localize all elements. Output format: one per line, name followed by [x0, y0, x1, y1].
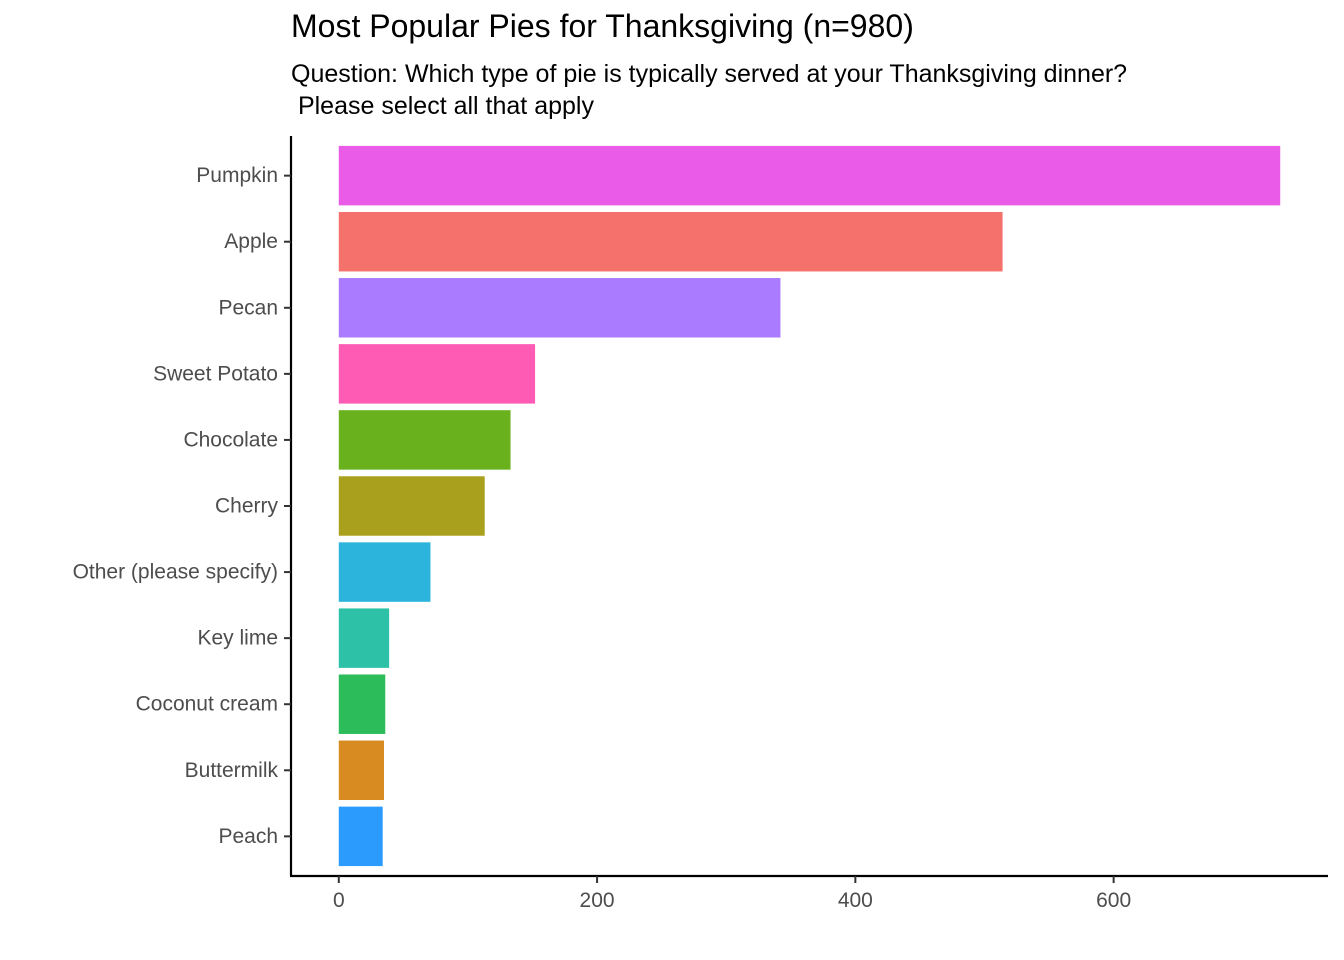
y-tick-label: Cherry: [215, 495, 279, 518]
bars-group: [338, 145, 1281, 867]
x-tick-label: 600: [1096, 889, 1131, 912]
bar-chocolate: [338, 410, 511, 470]
x-tick-label: 400: [838, 889, 873, 912]
y-tick-label: Pumpkin: [196, 164, 278, 187]
bar-pumpkin: [338, 145, 1281, 206]
bar-other-please-specify: [338, 542, 431, 602]
y-tick-label: Pecan: [218, 296, 278, 319]
bar-sweet-potato: [338, 344, 536, 404]
x-axis: 0 200 400 600: [290, 874, 1328, 912]
chart-title: Most Popular Pies for Thanksgiving (n=98…: [291, 8, 914, 44]
y-tick-label: Chocolate: [183, 428, 278, 451]
y-tick-label: Peach: [218, 825, 278, 848]
subtitle-line-2: Please select all that apply: [291, 92, 594, 120]
bar-apple: [338, 211, 1003, 272]
x-tick-label: 200: [580, 889, 615, 912]
bar-cherry: [338, 476, 485, 536]
y-tick-label: Key lime: [197, 627, 278, 650]
bar-buttermilk: [338, 740, 384, 801]
y-tick-label: Buttermilk: [185, 759, 279, 782]
bar-coconut-cream: [338, 674, 386, 734]
bar-key-lime: [338, 608, 390, 668]
y-tick-label: Other (please specify): [73, 561, 278, 584]
y-tick-label: Apple: [224, 230, 278, 253]
bar-pecan: [338, 278, 781, 338]
bar-peach: [338, 806, 383, 867]
chart-subtitle: Question: Which type of pie is typically…: [291, 58, 1127, 122]
y-tick-label: Coconut cream: [136, 693, 278, 716]
x-tick-label: 0: [333, 889, 345, 912]
y-tick-label: Sweet Potato: [153, 362, 278, 385]
subtitle-line-1: Question: Which type of pie is typically…: [291, 60, 1128, 88]
y-axis: Pumpkin Apple Pecan Sweet Potato Chocolate Ch…: [73, 136, 293, 876]
